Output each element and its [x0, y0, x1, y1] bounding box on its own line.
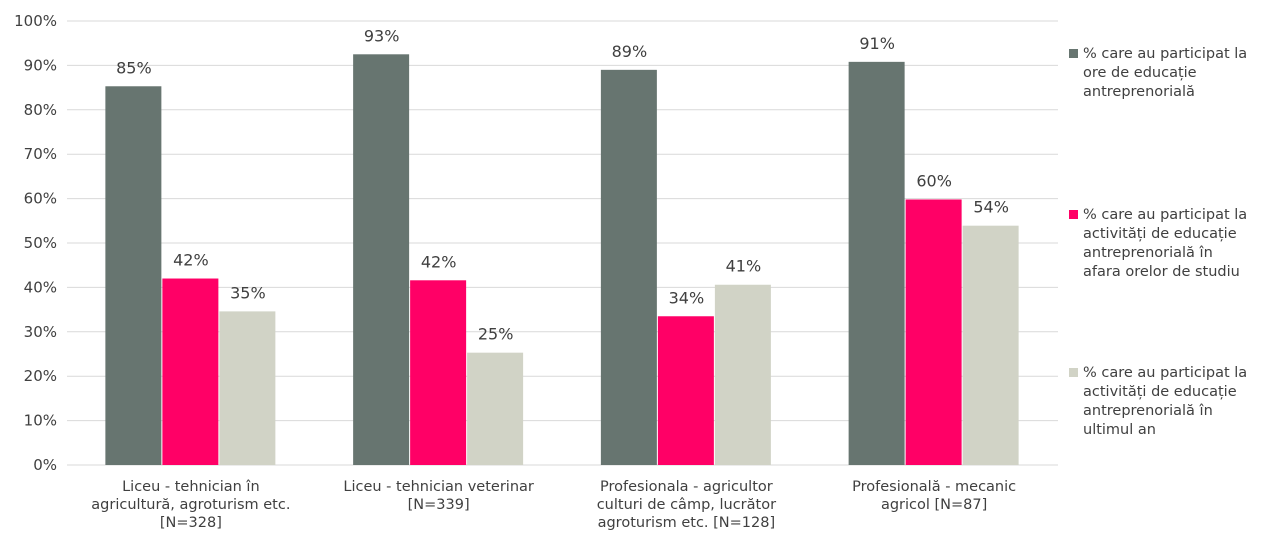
bar: [600, 69, 657, 465]
data-label: 34%: [669, 288, 705, 307]
x-category-label: Profesională - mecanic agricol [N=87]: [852, 479, 1016, 513]
bar: [905, 199, 962, 465]
data-label: 25%: [478, 325, 514, 344]
data-label: 60%: [916, 171, 952, 190]
legend-swatch: [1069, 49, 1078, 58]
legend-label: % care au participat la ore de educație an…: [1083, 46, 1247, 100]
data-label: 93%: [364, 26, 400, 45]
legend-swatch: [1069, 210, 1078, 219]
y-tick-label: 80%: [24, 101, 57, 119]
y-tick-label: 30%: [24, 323, 57, 341]
data-label: 54%: [973, 198, 1009, 217]
bars: [105, 54, 1019, 466]
bar: [848, 61, 905, 466]
bar: [219, 311, 276, 465]
bar: [162, 278, 219, 465]
bar: [714, 284, 771, 465]
data-label: 41%: [726, 257, 762, 276]
y-tick-label: 100%: [14, 12, 57, 30]
legend-label: % care au participat la activități de edu…: [1083, 365, 1247, 438]
y-tick-label: 10%: [24, 412, 57, 430]
data-label: 89%: [612, 42, 648, 61]
legend-swatch: [1069, 368, 1078, 377]
data-label: 35%: [230, 283, 266, 302]
y-tick-label: 20%: [24, 367, 57, 385]
x-category-label: Liceu - tehnician în agricultură, agrotur…: [91, 479, 290, 531]
y-tick-label: 40%: [24, 278, 57, 296]
bar: [105, 86, 162, 465]
data-label: 42%: [173, 251, 209, 270]
y-axis-ticks: 0% 10% 20% 30% 40% 50% 60% 70% 80% 90% 100%: [14, 12, 57, 474]
y-tick-label: 70%: [24, 145, 57, 163]
data-label: 91%: [859, 34, 895, 53]
bar: [353, 54, 410, 466]
legend: % care au participat la ore de educație an…: [1069, 46, 1247, 438]
data-label: 42%: [421, 252, 457, 271]
data-label: 85%: [116, 58, 152, 77]
bar: [657, 316, 714, 465]
y-tick-label: 0%: [33, 456, 57, 474]
bar: [962, 225, 1019, 465]
y-tick-label: 50%: [24, 234, 57, 252]
x-axis-categories: Liceu - tehnician în agricultură, agrotur…: [91, 479, 1016, 531]
x-category-label: Liceu - tehnician veterinar [N=339]: [343, 479, 534, 513]
bar: [410, 280, 467, 465]
y-tick-label: 90%: [24, 56, 57, 74]
legend-label: % care au participat la activități de edu…: [1083, 207, 1247, 280]
x-category-label: Profesionala - agricultor culturi de câmp…: [597, 479, 776, 531]
bar: [467, 352, 524, 465]
data-labels: 85% 93% 89% 91% 42% 42% 34% 60% 35% 25% 41% 54%: [116, 26, 1009, 343]
y-tick-label: 60%: [24, 190, 57, 208]
